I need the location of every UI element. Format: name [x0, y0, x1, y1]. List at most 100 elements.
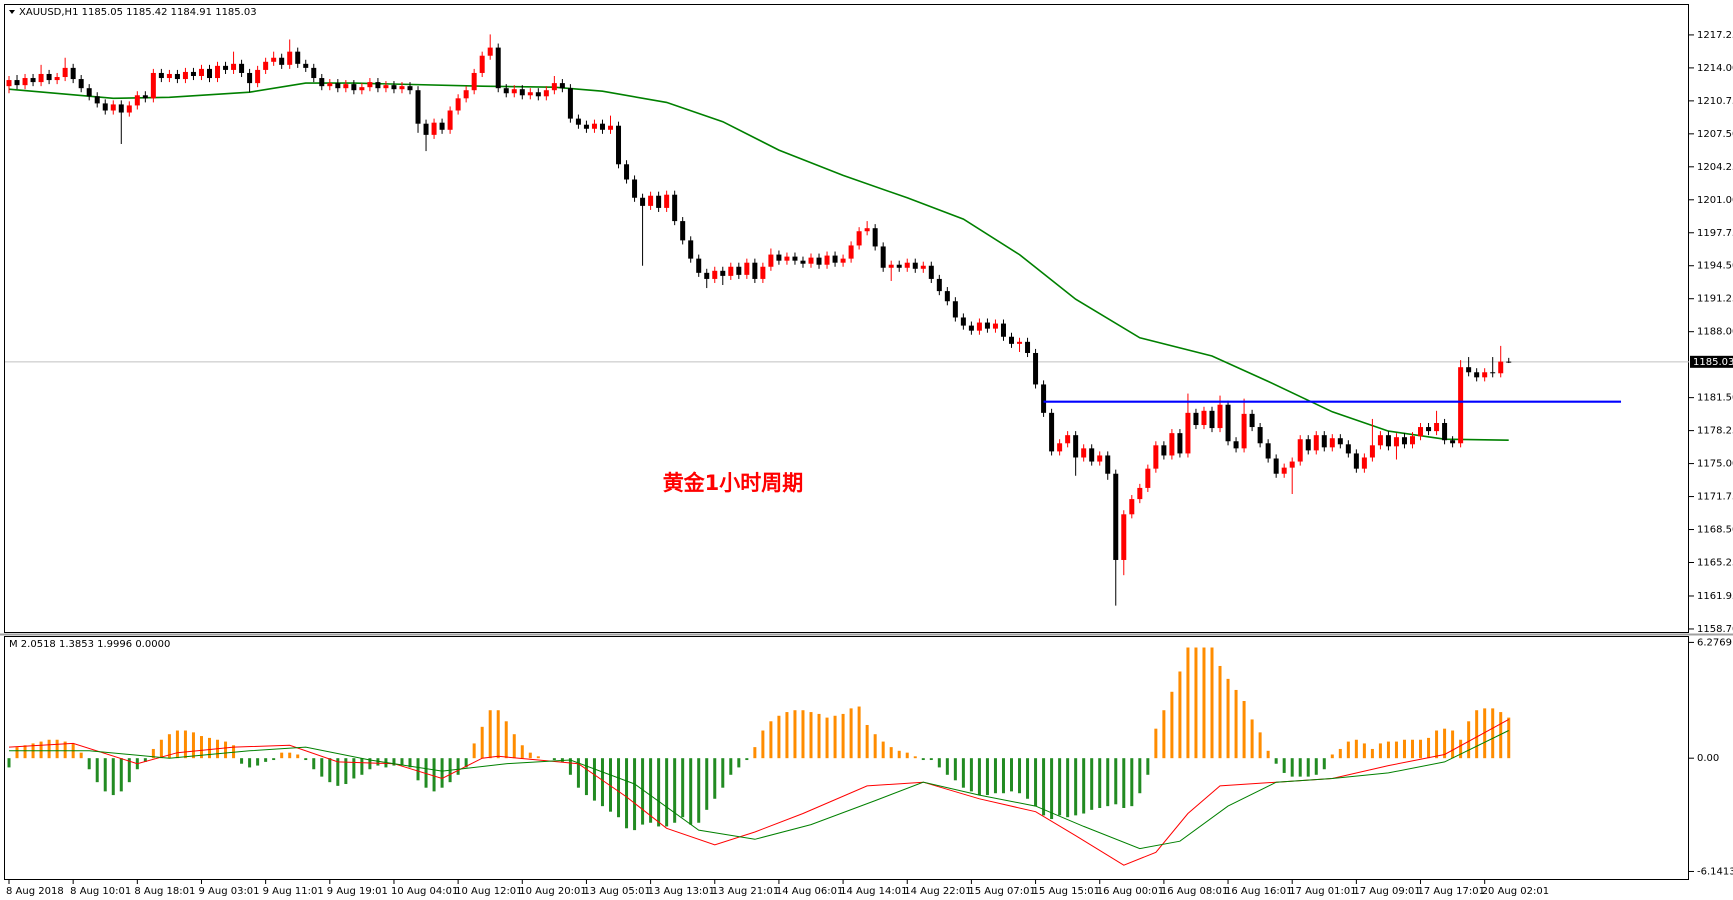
candle-body — [86, 88, 92, 97]
histogram-bar — [977, 758, 981, 796]
candle-body — [840, 258, 846, 263]
candle-body — [70, 67, 76, 80]
x-tick-label: 17 Aug 01:01 — [1289, 886, 1356, 897]
histogram-bar — [1218, 665, 1222, 759]
candle-body — [367, 82, 373, 88]
histogram-bar — [336, 758, 340, 786]
candle-body — [198, 68, 204, 77]
candle-body — [1385, 435, 1391, 447]
candle-body — [335, 83, 341, 89]
histogram-bar — [625, 758, 629, 829]
candle-body — [166, 73, 172, 79]
y-tick-label: 1175.00 — [1697, 459, 1733, 470]
candle-body — [359, 87, 365, 91]
histogram-bar — [1018, 758, 1022, 794]
candle-body — [1169, 433, 1175, 456]
histogram-bar — [1402, 739, 1406, 759]
y-tick-label: 1178.25 — [1697, 426, 1733, 437]
candle-body — [567, 88, 573, 119]
histogram-bar — [1507, 717, 1511, 759]
histogram-bar — [376, 758, 380, 766]
histogram-bar — [39, 741, 43, 759]
histogram-bar — [103, 758, 107, 792]
candle-body — [271, 57, 277, 62]
candle-body — [407, 86, 413, 91]
candle-body — [880, 246, 886, 268]
histogram-bar — [1098, 758, 1102, 808]
candle-body — [992, 323, 998, 329]
y-tick-label: 1168.50 — [1697, 525, 1733, 536]
histogram-bar — [1106, 758, 1110, 807]
histogram-bar — [296, 754, 300, 759]
histogram-bar — [753, 747, 757, 759]
histogram-bar — [304, 758, 308, 761]
candle-body — [1049, 412, 1055, 452]
candle-body — [768, 254, 774, 267]
histogram-bar — [1386, 741, 1390, 759]
y-tick-label: 6.2769 — [1697, 637, 1732, 648]
y-tick-label: 1210.75 — [1697, 96, 1733, 107]
histogram-bar — [360, 758, 364, 775]
chart-title: XAUUSD,H1 1185.05 1185.42 1184.91 1185.0… — [19, 7, 257, 18]
histogram-bar — [432, 758, 436, 792]
candle-body — [102, 103, 108, 111]
histogram-bar — [1419, 739, 1423, 759]
candle-body — [1410, 436, 1415, 445]
candle-body — [608, 125, 613, 130]
histogram-bar — [1459, 739, 1463, 759]
candle-body — [744, 262, 750, 275]
candle-body — [824, 255, 830, 265]
histogram-bar — [400, 758, 404, 766]
histogram-bar — [1378, 743, 1382, 759]
last-price-tag — [1690, 355, 1733, 368]
candle-body — [1185, 412, 1191, 454]
candle-body — [752, 262, 758, 279]
candle-body — [1000, 323, 1006, 337]
candle-body — [1057, 443, 1063, 452]
histogram-bar — [865, 724, 869, 759]
candle-body — [792, 256, 798, 261]
candle-body — [1426, 427, 1432, 432]
candle-body — [864, 228, 870, 232]
histogram-bar — [240, 758, 244, 764]
histogram-bar — [961, 758, 965, 788]
x-tick-label: 14 Aug 22:01 — [904, 886, 971, 897]
candle-body — [471, 72, 477, 91]
histogram-bar — [985, 758, 989, 796]
histogram-bar — [873, 734, 877, 759]
candle-body — [1233, 441, 1239, 449]
y-tick-label: 1158.70 — [1697, 624, 1733, 635]
x-tick-label: 16 Aug 00:01 — [1097, 886, 1164, 897]
candle-body — [1105, 455, 1111, 474]
candle-body — [1393, 437, 1399, 447]
histogram-bar — [199, 736, 203, 759]
candle-body — [295, 51, 301, 64]
candle-body — [1161, 445, 1167, 456]
histogram-bar — [609, 758, 612, 812]
histogram-bar — [721, 758, 725, 788]
candle-body — [6, 80, 12, 87]
histogram-bar — [737, 758, 741, 768]
histogram-bar — [1394, 741, 1398, 759]
candle-body — [190, 71, 196, 77]
candle-body — [1241, 413, 1247, 449]
candle-body — [832, 255, 838, 263]
candle-body — [680, 221, 686, 241]
x-tick-label: 9 Aug 03:01 — [198, 886, 259, 897]
histogram-bar — [1451, 730, 1455, 759]
candle-body — [1065, 435, 1071, 444]
candle-body — [1369, 445, 1375, 458]
candle-body — [912, 262, 918, 269]
candle-body — [327, 83, 333, 87]
histogram-bar — [1354, 739, 1358, 759]
candle-body — [575, 118, 581, 125]
x-tick-label: 17 Aug 09:01 — [1353, 886, 1420, 897]
histogram-bar — [937, 758, 941, 768]
histogram-bar — [352, 758, 356, 779]
candle-body — [1265, 443, 1271, 459]
histogram-bar — [841, 713, 845, 759]
menu-arrow[interactable] — [9, 10, 15, 14]
histogram-bar — [512, 734, 516, 759]
histogram-bar — [368, 758, 372, 770]
candle-body — [1097, 455, 1103, 462]
